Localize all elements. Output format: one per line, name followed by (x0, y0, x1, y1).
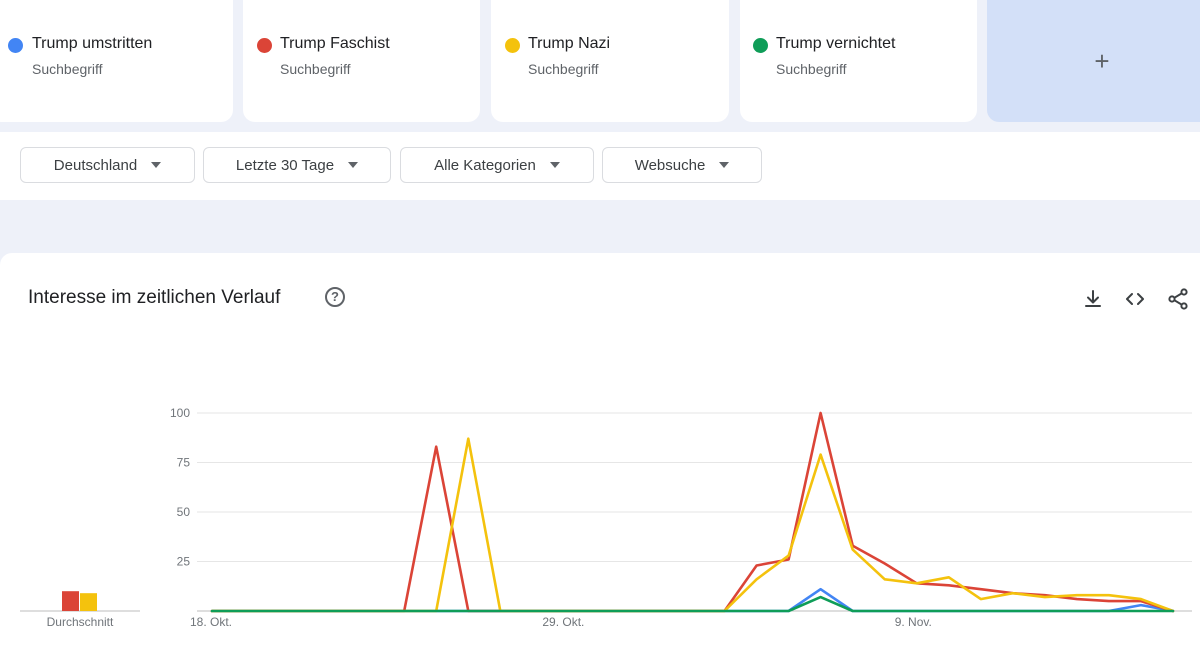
series-line (210, 595, 1175, 613)
search-type-dropdown[interactable]: Websuche (602, 147, 762, 183)
download-icon[interactable] (1081, 287, 1105, 311)
term-type-label: Suchbegriff (776, 61, 847, 77)
share-icon[interactable] (1166, 287, 1190, 311)
time-range-dropdown-label: Letzte 30 Tage (235, 156, 335, 174)
average-label: Durchschnitt (47, 615, 114, 629)
embed-code-icon[interactable] (1123, 287, 1147, 311)
x-tick-label: 18. Okt. (190, 615, 232, 629)
help-circle-icon[interactable]: ? (325, 287, 345, 307)
term-color-dot (753, 38, 768, 53)
term-label: Trump umstritten (32, 35, 153, 52)
category-dropdown[interactable]: Alle Kategorien (400, 147, 594, 183)
caret-down-icon (719, 162, 730, 168)
term-label: Trump vernichtet (776, 35, 896, 52)
caret-down-icon (348, 162, 359, 168)
term-card-1[interactable]: Trump umstritten Suchbegriff (0, 0, 233, 122)
term-type-label: Suchbegriff (528, 61, 599, 77)
term-label: Trump Nazi (528, 35, 611, 52)
x-tick-label: 29. Okt. (542, 615, 584, 629)
add-term-button[interactable]: + (987, 0, 1200, 122)
series-line (210, 437, 1175, 613)
caret-down-icon (549, 162, 560, 168)
region-dropdown-label: Deutschland (53, 156, 138, 174)
interest-over-time-panel: Interesse im zeitlichen Verlauf ? 25 50 75… (0, 253, 1200, 653)
caret-down-icon (151, 162, 162, 168)
plus-icon: + (1094, 45, 1110, 76)
term-type-label: Suchbegriff (32, 61, 103, 77)
term-card-2[interactable]: Trump Faschist Suchbegriff (243, 0, 480, 122)
series-line (210, 587, 1175, 613)
panel-title: Interesse im zeitlichen Verlauf (28, 287, 281, 308)
term-label: Trump Faschist (280, 35, 390, 52)
filter-bar: Deutschland Letzte 30 Tage Alle Kategori… (0, 132, 1200, 200)
term-card-4[interactable]: Trump vernichtet Suchbegriff (740, 0, 977, 122)
term-card-3[interactable]: Trump Nazi Suchbegriff (491, 0, 729, 122)
region-dropdown[interactable]: Deutschland (20, 147, 195, 183)
y-tick-label: 25 (177, 555, 191, 569)
category-dropdown-label: Alle Kategorien (434, 156, 536, 174)
term-cards: Trump umstritten Suchbegriff Trump Fasch… (0, 0, 1200, 124)
average-bar (80, 593, 97, 611)
y-tick-label: 50 (177, 505, 191, 519)
term-color-dot (8, 38, 23, 53)
y-tick-label: 100 (170, 406, 190, 420)
x-tick-label: 9. Nov. (895, 615, 932, 629)
time-range-dropdown[interactable]: Letzte 30 Tage (203, 147, 391, 183)
term-color-dot (505, 38, 520, 53)
term-type-label: Suchbegriff (280, 61, 351, 77)
search-type-dropdown-label: Websuche (634, 156, 706, 174)
interest-line-chart: 25 50 75 100 18. Okt. 29. Okt. 9. Nov. Durchsch… (20, 406, 1192, 629)
term-color-dot (257, 38, 272, 53)
y-tick-label: 75 (177, 456, 191, 470)
average-bar (62, 591, 79, 611)
